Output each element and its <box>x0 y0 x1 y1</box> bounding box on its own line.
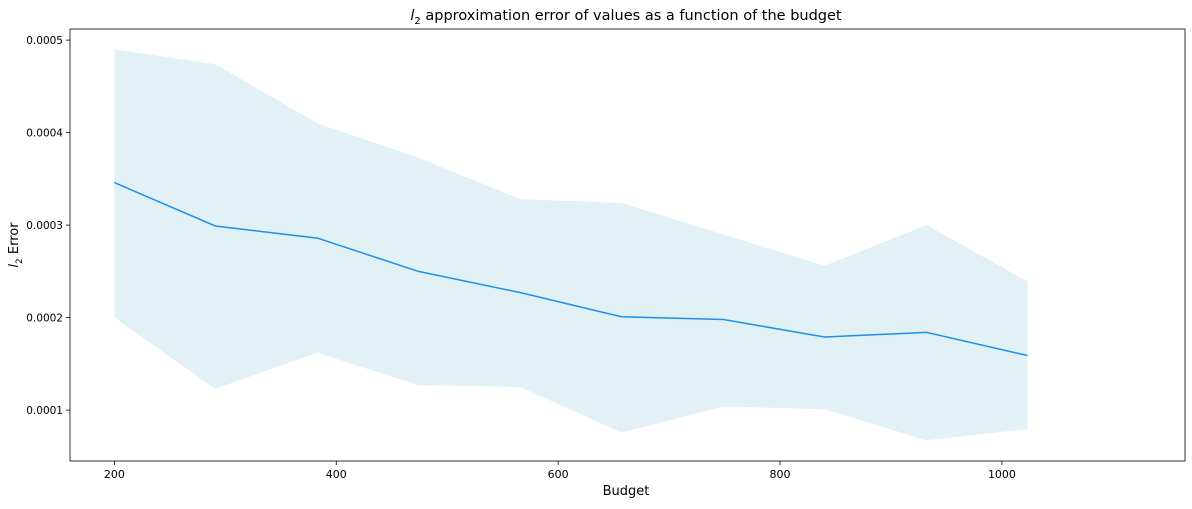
x-ticks: 200 400 600 800 1000 <box>104 461 1016 481</box>
y-axis-label: l2 Error <box>7 222 25 268</box>
confidence-band-layer <box>114 49 1027 440</box>
x-tick-label: 400 <box>326 468 347 481</box>
y-tick-label: 0.0005 <box>26 35 63 47</box>
x-tick-label: 200 <box>104 468 125 481</box>
confidence-band <box>114 49 1027 440</box>
y-tick-label: 0.0002 <box>26 313 63 325</box>
y-label-rest: Error <box>7 222 22 258</box>
y-tick-label: 0.0001 <box>26 405 63 417</box>
y-ticks: 0.0001 0.0002 0.0003 0.0004 0.0005 <box>26 35 70 417</box>
y-tick-label: 0.0004 <box>26 128 63 140</box>
y-tick-label: 0.0003 <box>26 220 63 232</box>
chart-title: l2 approximation error of values as a fu… <box>410 8 842 27</box>
x-tick-label: 600 <box>548 468 569 481</box>
x-tick-label: 1000 <box>988 468 1016 481</box>
title-rest: approximation error of values as a funct… <box>421 8 842 24</box>
x-tick-label: 800 <box>770 468 791 481</box>
x-axis-label: Budget <box>603 484 650 499</box>
